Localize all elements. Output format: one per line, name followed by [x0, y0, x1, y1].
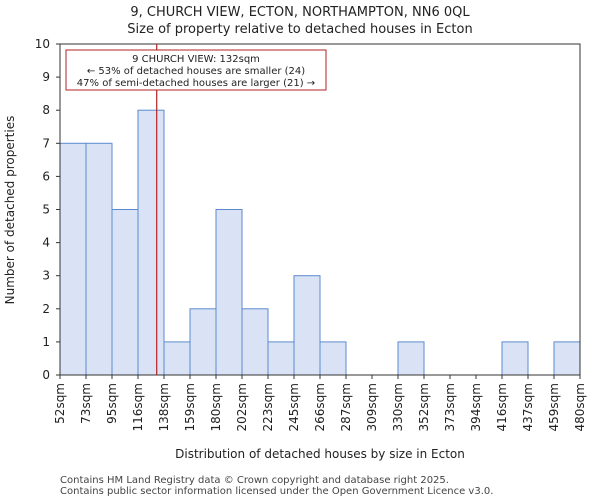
x-tick-label: 202sqm [235, 383, 249, 431]
bar-73sqm [85, 142, 113, 376]
bars-group [59, 109, 581, 376]
annotation-line-2: ← 53% of detached houses are smaller (24… [87, 66, 305, 77]
plot-area-frame [59, 43, 581, 376]
x-tick-label: 309sqm [365, 383, 379, 431]
x-tick-label: 138sqm [157, 383, 171, 431]
footer-line-1: Contains HM Land Registry data © Crown c… [60, 475, 449, 486]
footer-line-2: Contains public sector information licen… [60, 486, 493, 497]
x-tick-label: 245sqm [287, 383, 301, 431]
bar-138sqm [163, 341, 191, 376]
x-tick-label: 223sqm [261, 383, 275, 431]
bar-223sqm [267, 341, 295, 376]
x-tick-label: 159sqm [183, 383, 197, 431]
x-tick-label: 95sqm [105, 383, 119, 424]
x-tick-label: 416sqm [495, 383, 509, 431]
bar-416sqm [501, 341, 529, 376]
x-tick-label: 287sqm [339, 383, 353, 431]
y-tick-label: 8 [42, 103, 50, 117]
x-axis-label: Distribution of detached houses by size … [175, 447, 465, 461]
chart-title: 9, CHURCH VIEW, ECTON, NORTHAMPTON, NN6 … [130, 5, 470, 20]
x-tick-label: 180sqm [209, 383, 223, 431]
chart-subtitle: Size of property relative to detached ho… [127, 22, 472, 37]
y-axis-label: Number of detached properties [3, 116, 17, 305]
y-tick-label: 2 [42, 302, 50, 316]
y-tick-label: 6 [42, 169, 50, 183]
x-tick-label: 266sqm [313, 383, 327, 431]
x-tick-label: 394sqm [469, 383, 483, 431]
bar-95sqm [111, 209, 139, 376]
x-axis-ticks: 52sqm 73sqm 95sqm 116sqm 138sqm 159sqm 180sqm 2… [53, 375, 587, 431]
y-tick-label: 5 [42, 203, 50, 217]
x-tick-label: 373sqm [443, 383, 457, 431]
annotation-box: 9 CHURCH VIEW: 132sqm ← 53% of detached … [65, 49, 327, 91]
bar-202sqm [241, 308, 269, 376]
x-tick-label: 480sqm [573, 383, 587, 431]
x-tick-label: 352sqm [417, 383, 431, 431]
bar-116sqm [137, 109, 165, 376]
y-axis-ticks: 0 1 2 3 4 5 6 7 8 9 10 [35, 37, 60, 382]
x-tick-label: 437sqm [521, 383, 535, 431]
bar-52sqm [59, 142, 87, 376]
bar-266sqm [319, 341, 347, 376]
x-tick-label: 459sqm [547, 383, 561, 431]
y-tick-label: 9 [42, 70, 50, 84]
annotation-line-1: 9 CHURCH VIEW: 132sqm [132, 54, 260, 65]
y-tick-label: 7 [42, 136, 50, 150]
x-tick-label: 52sqm [53, 383, 67, 424]
bar-245sqm [293, 275, 321, 376]
bar-459sqm [553, 341, 581, 376]
y-tick-label: 3 [42, 269, 50, 283]
x-tick-label: 73sqm [79, 383, 93, 424]
bar-330sqm [397, 341, 425, 376]
bar-180sqm [215, 209, 243, 376]
bar-159sqm [189, 308, 217, 376]
x-tick-label: 116sqm [131, 383, 145, 431]
y-tick-label: 10 [35, 37, 50, 51]
y-tick-label: 0 [42, 368, 50, 382]
y-tick-label: 4 [42, 236, 50, 250]
y-tick-label: 1 [42, 335, 50, 349]
annotation-box-border [65, 49, 327, 91]
x-tick-label: 330sqm [391, 383, 405, 431]
annotation-line-3: 47% of semi-detached houses are larger (… [77, 78, 315, 89]
